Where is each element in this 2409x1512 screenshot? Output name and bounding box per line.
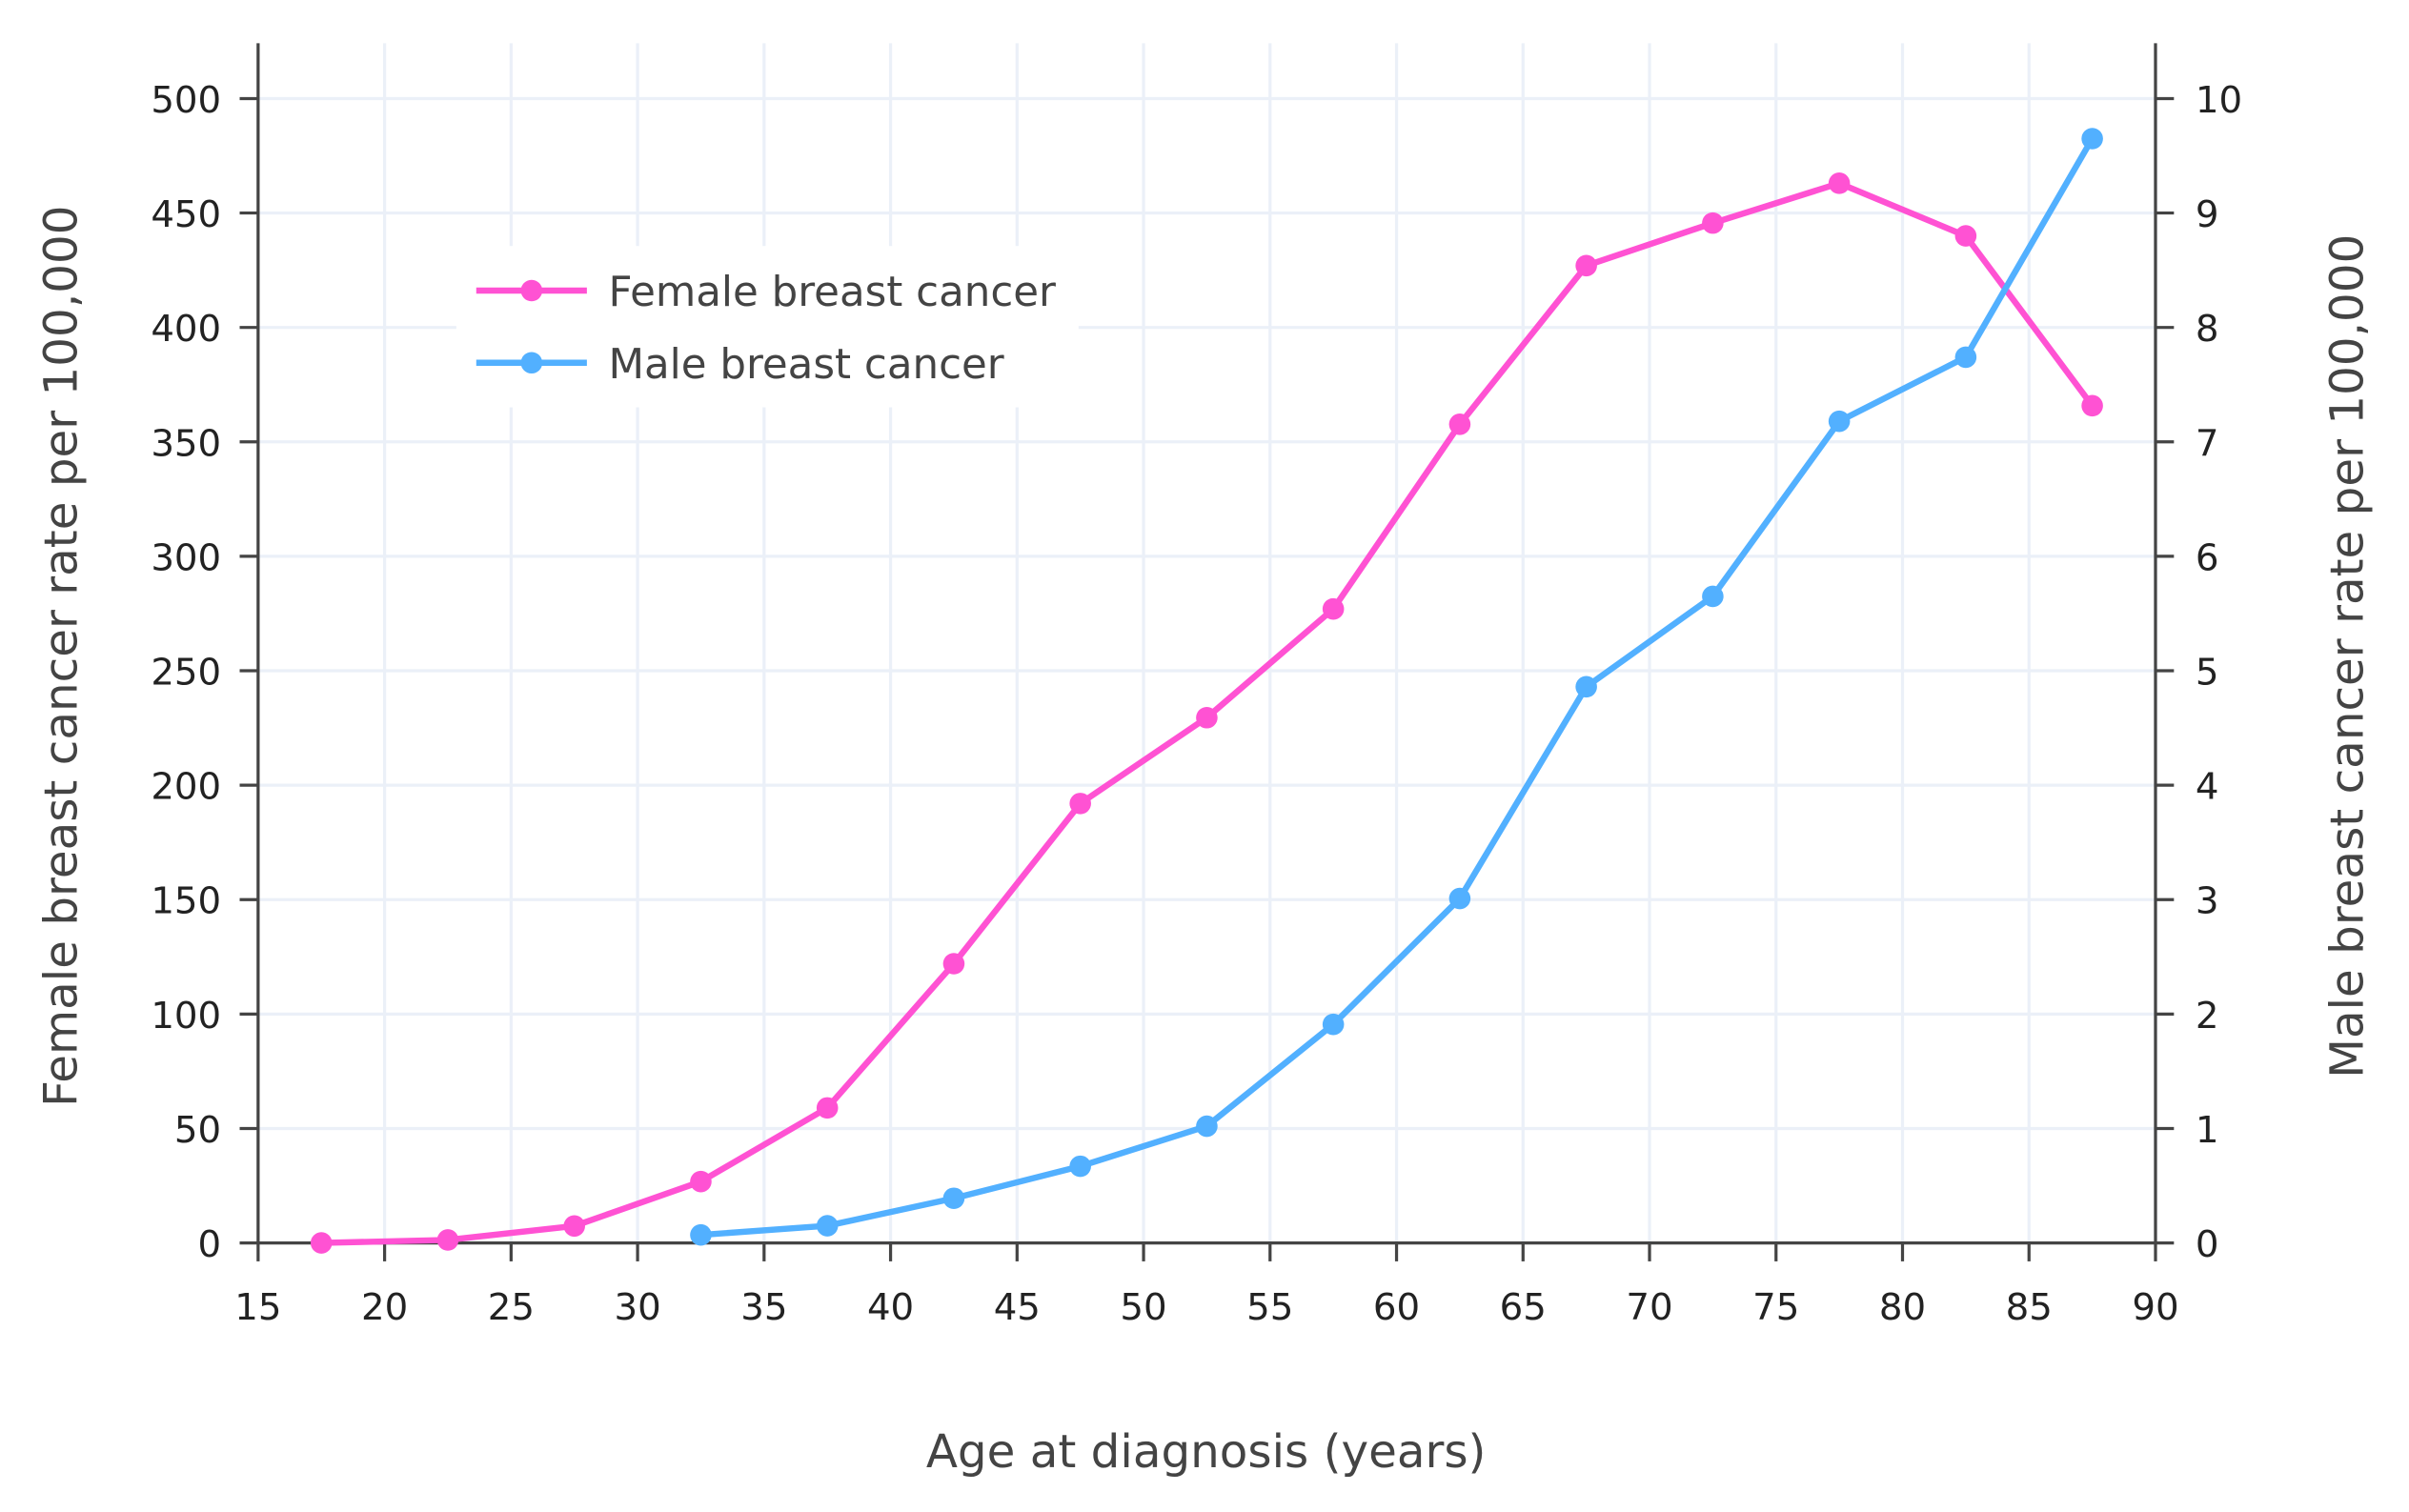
y-tick-label: 200 [151,766,221,809]
data-point [1828,172,1851,194]
data-point [816,1097,839,1119]
y-tick-label: 150 [151,880,221,923]
data-point [816,1215,839,1237]
data-point [690,1170,712,1193]
data-point [310,1232,333,1254]
x-tick-label: 45 [994,1286,1041,1329]
x-tick-label: 85 [2006,1286,2053,1329]
legend-male-marker [520,352,543,374]
data-point [436,1229,459,1251]
y2-tick-label: 2 [2196,995,2219,1038]
data-point [1828,410,1851,433]
data-point [1322,597,1345,620]
data-point [1575,675,1597,698]
data-point [1954,225,1977,247]
x-axis-title: Age at diagnosis (years) [926,1425,1487,1479]
data-point [1954,346,1977,369]
x-tick-label: 55 [1246,1286,1293,1329]
y2-tick-label: 10 [2196,79,2242,122]
x-tick-label: 35 [740,1286,787,1329]
x-tick-label: 70 [1626,1286,1672,1329]
data-point [1448,887,1471,910]
grid [256,43,2157,1245]
series [310,128,2103,1254]
series-line-1 [700,136,2095,1239]
data-point [1322,1013,1345,1036]
y2-tick-label: 1 [2196,1109,2219,1152]
y2-tick-label: 8 [2196,308,2219,351]
y-tick-label: 500 [151,79,221,122]
y2-tick-label: 0 [2196,1223,2219,1266]
y2-axis-title: Male breast cancer rate per 100,000 [2321,234,2375,1079]
x-tick-label: 75 [1752,1286,1799,1329]
data-point [942,1187,965,1210]
axes: 15 20 25 30 35 40 45 50 55 60 65 70 75 80 85 9005010015… [151,43,2242,1329]
x-tick-label: 25 [488,1286,535,1329]
y-tick-label: 400 [151,308,221,351]
y-tick-label: 300 [151,536,221,579]
data-point [1196,1115,1218,1138]
data-point [690,1223,712,1246]
y-axis-title: Female breast cancer rate per 100,000 [35,205,89,1106]
y2-tick-label: 3 [2196,880,2219,923]
data-point [1702,212,1724,234]
legend-female-marker [520,279,543,302]
y-tick-label: 50 [174,1109,221,1152]
y-tick-label: 100 [151,995,221,1038]
data-point [1196,706,1218,729]
data-point [1702,585,1724,608]
x-tick-label: 80 [1879,1286,1926,1329]
y2-tick-label: 4 [2196,766,2219,809]
x-tick-label: 30 [614,1286,660,1329]
data-point [1069,1155,1091,1178]
x-tick-label: 50 [1120,1286,1166,1329]
data-point [942,953,965,975]
y2-tick-label: 9 [2196,193,2219,236]
data-point [1448,413,1471,435]
legend: Female breast cancer Male breast cancer [455,246,1079,408]
y-tick-label: 0 [198,1223,222,1266]
data-point [1069,793,1091,815]
x-tick-label: 20 [361,1286,408,1329]
data-point [563,1215,585,1238]
x-tick-label: 40 [867,1286,914,1329]
x-tick-label: 60 [1373,1286,1420,1329]
y2-tick-label: 6 [2196,536,2219,579]
data-point [2081,394,2103,417]
x-tick-label: 15 [234,1286,281,1329]
y-tick-label: 350 [151,422,221,465]
data-point [1575,254,1597,277]
x-tick-label: 90 [2132,1286,2178,1329]
y-tick-label: 450 [151,193,221,236]
y2-tick-label: 5 [2196,652,2219,695]
x-tick-label: 65 [1500,1286,1547,1329]
legend-male-label: Male breast cancer [608,341,1003,389]
y2-tick-label: 7 [2196,422,2219,465]
y-tick-label: 250 [151,652,221,695]
legend-female-label: Female breast cancer [608,269,1056,316]
data-point [2081,128,2103,150]
